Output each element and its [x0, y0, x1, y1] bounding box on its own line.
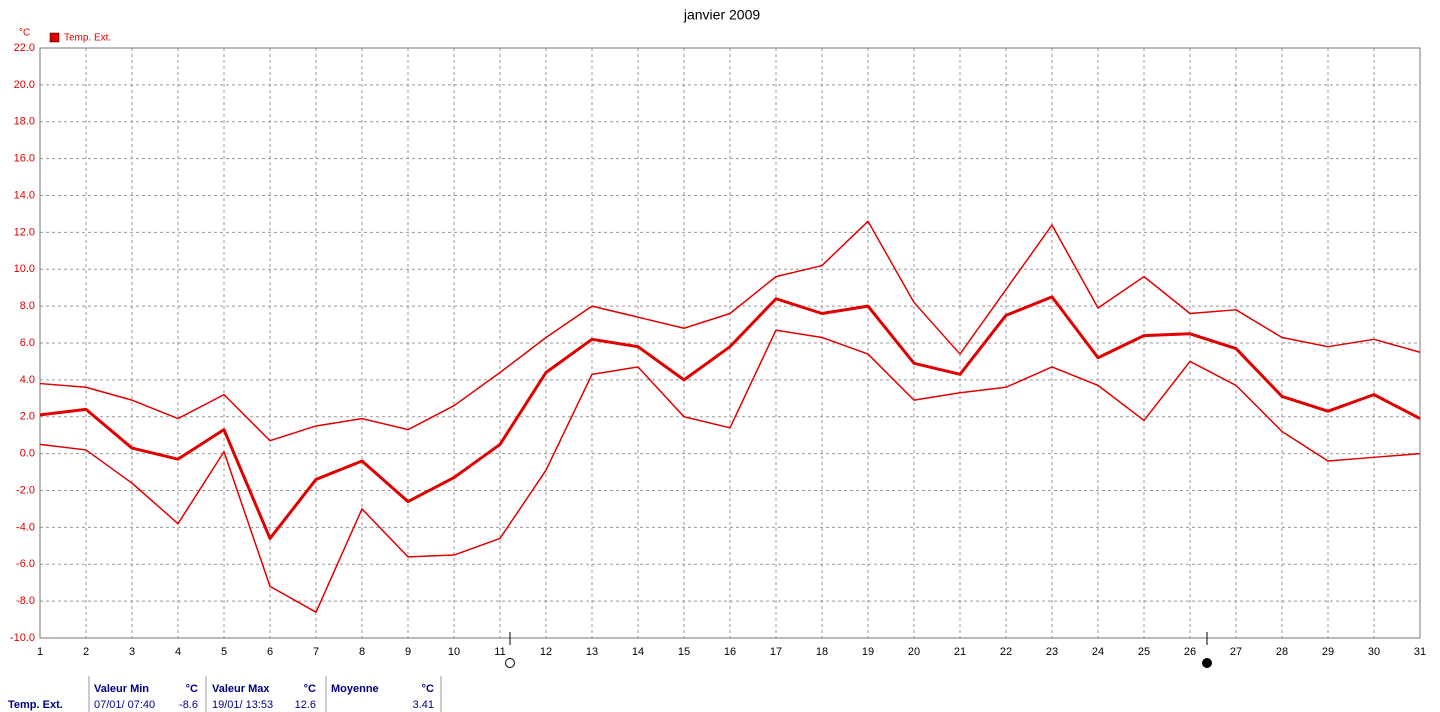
y-tick-label: 18.0: [14, 116, 35, 128]
stats-header: Valeur Max: [212, 683, 270, 695]
x-tick-label: 1: [37, 646, 43, 658]
x-tick-label: 6: [267, 646, 273, 658]
y-tick-label: 16.0: [14, 153, 35, 165]
y-tick-label: -4.0: [16, 521, 35, 533]
x-tick-label: 25: [1138, 646, 1150, 658]
x-tick-label: 13: [586, 646, 598, 658]
x-tick-label: 19: [862, 646, 874, 658]
y-tick-label: 14.0: [14, 189, 35, 201]
x-tick-label: 23: [1046, 646, 1058, 658]
x-tick-label: 30: [1368, 646, 1380, 658]
stats-date: 19/01/ 13:53: [212, 699, 273, 711]
y-tick-label: 22.0: [14, 42, 35, 54]
x-tick-label: 8: [359, 646, 365, 658]
stats-unit: °C: [304, 683, 316, 695]
stats-unit: °C: [186, 683, 198, 695]
y-tick-label: -8.0: [16, 595, 35, 607]
x-tick-label: 27: [1230, 646, 1242, 658]
y-tick-label: 12.0: [14, 226, 35, 238]
stats-value: 3.41: [413, 699, 434, 711]
legend-swatch: [49, 32, 60, 43]
legend-label: Temp. Ext.: [64, 33, 111, 44]
stats-label: Temp. Ext.: [8, 699, 63, 711]
x-tick-label: 10: [448, 646, 460, 658]
y-tick-label: -10.0: [10, 632, 35, 644]
x-tick-label: 17: [770, 646, 782, 658]
x-tick-label: 9: [405, 646, 411, 658]
x-tick-label: 4: [175, 646, 181, 658]
x-tick-label: 28: [1276, 646, 1288, 658]
x-tick-label: 11: [494, 646, 505, 658]
x-tick-label: 7: [313, 646, 319, 658]
x-tick-label: 12: [540, 646, 552, 658]
stats-table: [88, 676, 442, 712]
x-tick-label: 22: [1000, 646, 1012, 658]
x-tick-label: 15: [678, 646, 690, 658]
chart-title: janvier 2009: [683, 7, 760, 23]
stats-unit: °C: [422, 683, 434, 695]
x-tick-label: 14: [632, 646, 644, 658]
x-tick-label: 2: [83, 646, 89, 658]
stats-value: 12.6: [295, 699, 316, 711]
x-tick-label: 20: [908, 646, 920, 658]
stats-header: Moyenne: [331, 683, 379, 695]
x-tick-label: 26: [1184, 646, 1196, 658]
cursor-marker[interactable]: [1202, 658, 1212, 668]
cursor-marker[interactable]: [505, 658, 515, 668]
x-tick-label: 31: [1414, 646, 1426, 658]
y-tick-label: -2.0: [16, 484, 35, 496]
x-tick-label: 5: [221, 646, 227, 658]
y-tick-label: 10.0: [14, 263, 35, 275]
y-tick-label: -6.0: [16, 558, 35, 570]
y-unit: °C: [19, 28, 30, 39]
y-tick-label: 8.0: [20, 300, 35, 312]
x-tick-label: 29: [1322, 646, 1334, 658]
series-line: [39, 329, 1421, 613]
y-tick-label: 2.0: [20, 411, 35, 423]
x-tick-label: 24: [1092, 646, 1104, 658]
x-tick-label: 16: [724, 646, 736, 658]
x-tick-label: 18: [816, 646, 828, 658]
x-tick-label: 21: [954, 646, 966, 658]
series-line: [39, 295, 1421, 540]
series-line: [39, 220, 1421, 442]
plot-frame: [39, 47, 1421, 639]
x-tick-label: 3: [129, 646, 135, 658]
y-tick-label: 6.0: [20, 337, 35, 349]
stats-date: 07/01/ 07:40: [94, 699, 155, 711]
y-tick-label: 0.0: [20, 448, 35, 460]
y-tick-label: 20.0: [14, 79, 35, 91]
stats-value: -8.6: [179, 699, 198, 711]
stats-header: Valeur Min: [94, 683, 149, 695]
y-tick-label: 4.0: [20, 374, 35, 386]
